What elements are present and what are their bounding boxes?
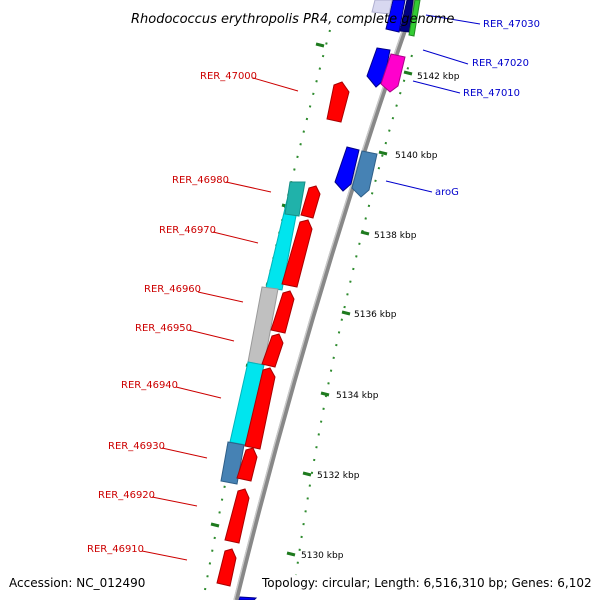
- gene-green[interactable]: [408, 0, 421, 37]
- teal-block[interactable]: [284, 181, 306, 217]
- kbp-label: 5138 kbp: [374, 231, 417, 241]
- gene-label-right[interactable]: aroG: [435, 187, 459, 198]
- gene-label-right[interactable]: RER_47030: [483, 19, 540, 30]
- gene-label-right[interactable]: RER_47020: [472, 58, 529, 69]
- gene-top-faint[interactable]: [371, 0, 393, 15]
- right-leaders: [385, 14, 481, 193]
- gene-label-left[interactable]: RER_46920: [98, 490, 155, 501]
- gene-RER_46960[interactable]: [270, 290, 295, 334]
- gene-RER_47030[interactable]: [385, 0, 406, 33]
- gene-RER_46970[interactable]: [281, 219, 313, 288]
- gene-label-left[interactable]: RER_46940: [121, 380, 178, 391]
- kbp-label: 5134 kbp: [336, 391, 379, 401]
- gene-label-left[interactable]: RER_47000: [200, 71, 257, 82]
- gene-label-right[interactable]: RER_47010: [463, 88, 520, 99]
- gene-RER_46980[interactable]: [300, 185, 321, 219]
- genome-summary-text: Topology: circular; Length: 6,516,310 bp…: [261, 576, 592, 590]
- gene-RER_47030-b[interactable]: [399, 0, 414, 33]
- reverse-genes: [216, 81, 350, 587]
- inner-feature-blocks: [220, 181, 306, 485]
- gene-RER_46920[interactable]: [224, 488, 250, 544]
- forward-genes: [238, 0, 421, 600]
- gene-label-left[interactable]: RER_46910: [87, 544, 144, 555]
- gene-label-left[interactable]: RER_46970: [159, 225, 216, 236]
- kbp-label: 5140 kbp: [395, 151, 438, 161]
- gene-RER_46950[interactable]: [261, 333, 284, 368]
- kbp-label: 5136 kbp: [354, 310, 397, 320]
- gene-RER_47000[interactable]: [326, 81, 350, 123]
- gene-bottom-blue[interactable]: [238, 596, 258, 600]
- gene-RER_46940[interactable]: [244, 367, 276, 450]
- tick-track-right: [295, 54, 413, 576]
- gene-label-left[interactable]: RER_46980: [172, 175, 229, 186]
- gene-RER_46910[interactable]: [216, 548, 237, 587]
- kbp-label: 5130 kbp: [301, 551, 344, 561]
- gene-aroG[interactable]: [351, 150, 378, 198]
- kbp-ticks: [286, 70, 413, 557]
- tick-track-left: [204, 29, 331, 591]
- kbp-label: 5132 kbp: [317, 471, 360, 481]
- gene-RER_46930[interactable]: [236, 447, 258, 482]
- gene-label-left[interactable]: RER_46930: [108, 441, 165, 452]
- left-leaders: [141, 77, 299, 561]
- gene-label-left[interactable]: RER_46960: [144, 284, 201, 295]
- gene-label-left[interactable]: RER_46950: [135, 323, 192, 334]
- gene-aroG-a[interactable]: [334, 146, 360, 192]
- gene-RER_47010[interactable]: [380, 53, 406, 93]
- map-title: Rhodococcus erythropolis PR4, complete g…: [131, 12, 454, 27]
- accession-text: Accession: NC_012490: [9, 576, 145, 590]
- kbp-label: 5142 kbp: [417, 72, 460, 82]
